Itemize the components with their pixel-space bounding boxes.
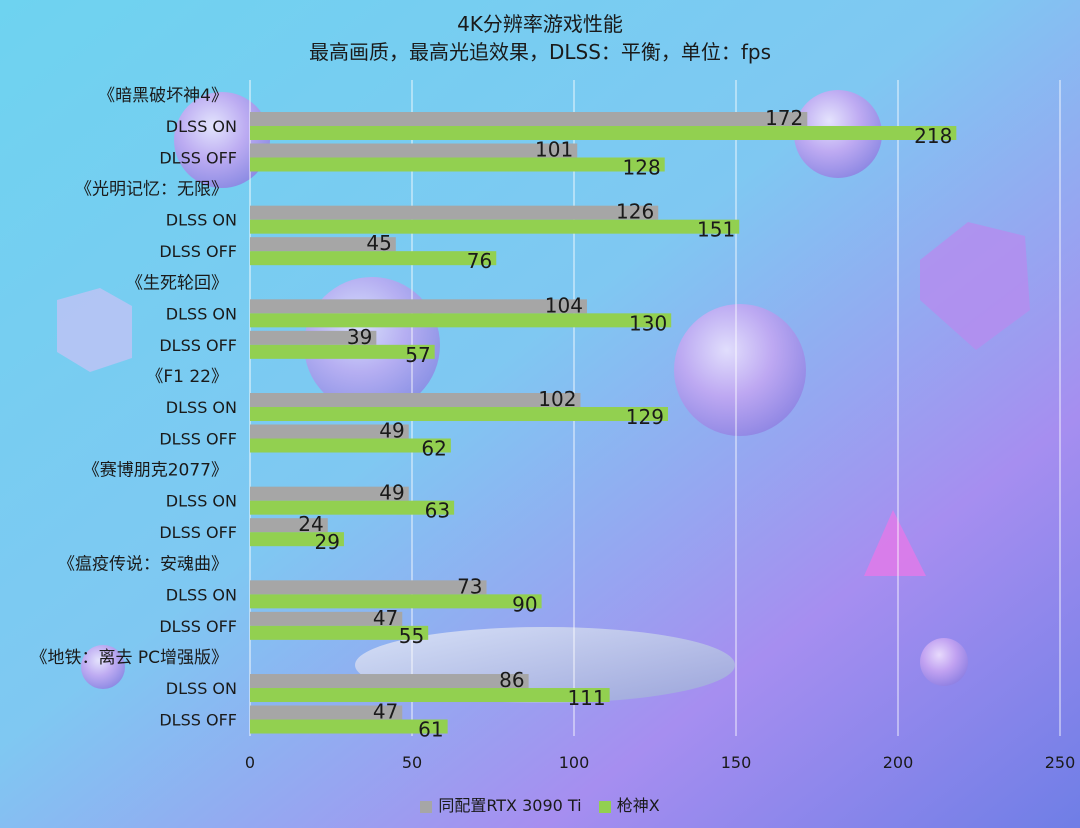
bar-series-a bbox=[250, 518, 328, 533]
data-label-series-b: 218 bbox=[914, 124, 952, 148]
group-label: 《瘟疫传说：安魂曲》 bbox=[58, 554, 228, 574]
bar-series-b bbox=[250, 126, 957, 140]
data-label-series-b: 130 bbox=[629, 311, 667, 335]
bar-series-a bbox=[250, 330, 377, 345]
legend-item-series-a: 同配置RTX 3090 Ti bbox=[420, 792, 582, 816]
x-tick-label: 100 bbox=[559, 753, 590, 772]
chart-subtitle: 最高画质，最高光追效果，DLSS：平衡，单位：fps bbox=[308, 40, 772, 64]
data-label-series-b: 57 bbox=[405, 343, 430, 367]
bar-series-b bbox=[250, 219, 740, 234]
data-label-series-b: 76 bbox=[467, 249, 492, 273]
data-label-series-b: 128 bbox=[623, 156, 661, 180]
data-label-series-a: 172 bbox=[765, 106, 803, 130]
row-label: DLSS ON bbox=[166, 304, 237, 323]
data-label-series-b: 29 bbox=[315, 530, 340, 554]
x-tick-label: 200 bbox=[883, 753, 914, 772]
legend: 同配置RTX 3090 Ti 枪神X bbox=[0, 792, 1080, 816]
row-label: DLSS ON bbox=[166, 117, 237, 136]
data-label-series-b: 151 bbox=[697, 218, 735, 242]
legend-label-series-b: 枪神X bbox=[616, 796, 660, 815]
row-label: DLSS OFF bbox=[159, 430, 237, 449]
legend-item-series-b: 枪神X bbox=[598, 792, 660, 816]
bar-series-b bbox=[250, 688, 610, 703]
bar-series-b bbox=[250, 313, 672, 328]
data-label-series-b: 61 bbox=[418, 718, 443, 742]
group-label: 《赛博朋克2077》 bbox=[83, 460, 228, 481]
bar-series-a bbox=[250, 393, 581, 408]
group-label: 《暗黑破坏神4》 bbox=[98, 86, 228, 106]
data-label-series-b: 129 bbox=[626, 405, 664, 429]
bar-series-a bbox=[250, 237, 396, 252]
bar-series-b bbox=[250, 594, 542, 609]
data-label-series-a: 101 bbox=[535, 138, 573, 162]
row-label: DLSS OFF bbox=[159, 523, 237, 542]
data-label-series-b: 55 bbox=[399, 624, 424, 648]
data-label-series-a: 39 bbox=[347, 325, 372, 349]
bar-series-a bbox=[250, 580, 487, 595]
data-label-series-a: 104 bbox=[545, 293, 583, 317]
data-label-series-b: 90 bbox=[512, 592, 537, 616]
bar-series-a bbox=[250, 705, 403, 720]
bar-series-b bbox=[250, 157, 665, 172]
row-label: DLSS OFF bbox=[159, 711, 237, 730]
bar-series-a bbox=[250, 112, 808, 126]
row-label: DLSS ON bbox=[166, 211, 237, 230]
bar-series-b bbox=[250, 500, 455, 515]
data-label-series-a: 47 bbox=[373, 606, 398, 630]
bar-series-b bbox=[250, 719, 448, 734]
bar-series-b bbox=[250, 344, 435, 359]
data-label-series-a: 102 bbox=[538, 387, 576, 411]
bar-series-a bbox=[250, 486, 409, 501]
bar-series-b bbox=[250, 407, 668, 422]
data-label-series-a: 49 bbox=[379, 419, 404, 443]
x-tick-label: 250 bbox=[1045, 753, 1076, 772]
x-tick-label: 50 bbox=[402, 753, 422, 772]
row-label: DLSS ON bbox=[166, 679, 237, 698]
group-label: 《地铁：离去 PC增强版》 bbox=[30, 648, 228, 668]
data-label-series-a: 47 bbox=[373, 700, 398, 724]
data-label-series-a: 45 bbox=[366, 231, 391, 255]
data-label-series-b: 62 bbox=[421, 437, 446, 461]
x-tick-label: 150 bbox=[721, 753, 752, 772]
row-label: DLSS OFF bbox=[159, 149, 237, 168]
data-label-series-a: 126 bbox=[616, 200, 654, 224]
legend-swatch-series-a bbox=[420, 800, 433, 813]
row-label: DLSS ON bbox=[166, 585, 237, 604]
data-label-series-b: 63 bbox=[425, 499, 450, 523]
row-label: DLSS OFF bbox=[159, 336, 237, 355]
bar-series-a bbox=[250, 205, 659, 220]
bar-series-b bbox=[250, 251, 497, 266]
group-label: 《光明记忆：无限》 bbox=[75, 180, 228, 200]
bar-series-b bbox=[250, 532, 344, 547]
bar-series-a bbox=[250, 424, 409, 439]
data-label-series-a: 24 bbox=[298, 512, 323, 536]
data-label-series-a: 86 bbox=[499, 668, 524, 692]
bar-series-b bbox=[250, 625, 429, 640]
group-label: 《F1 22》 bbox=[146, 367, 228, 387]
row-label: DLSS ON bbox=[166, 398, 237, 417]
row-label: DLSS ON bbox=[166, 492, 237, 511]
bar-series-a bbox=[250, 143, 578, 158]
bar-series-a bbox=[250, 674, 529, 689]
legend-label-series-a: 同配置RTX 3090 Ti bbox=[438, 796, 582, 815]
row-label: DLSS OFF bbox=[159, 617, 237, 636]
chart-title: 4K分辨率游戏性能 bbox=[457, 12, 623, 36]
data-label-series-a: 73 bbox=[457, 574, 482, 598]
data-label-series-b: 111 bbox=[567, 686, 605, 710]
row-label: DLSS OFF bbox=[159, 242, 237, 261]
bar-series-b bbox=[250, 438, 451, 453]
bar-series-a bbox=[250, 611, 403, 626]
legend-swatch-series-b bbox=[598, 800, 611, 813]
data-label-series-a: 49 bbox=[379, 481, 404, 505]
bar-series-a bbox=[250, 299, 587, 314]
group-label: 《生死轮回》 bbox=[126, 273, 228, 293]
x-tick-label: 0 bbox=[245, 753, 255, 772]
